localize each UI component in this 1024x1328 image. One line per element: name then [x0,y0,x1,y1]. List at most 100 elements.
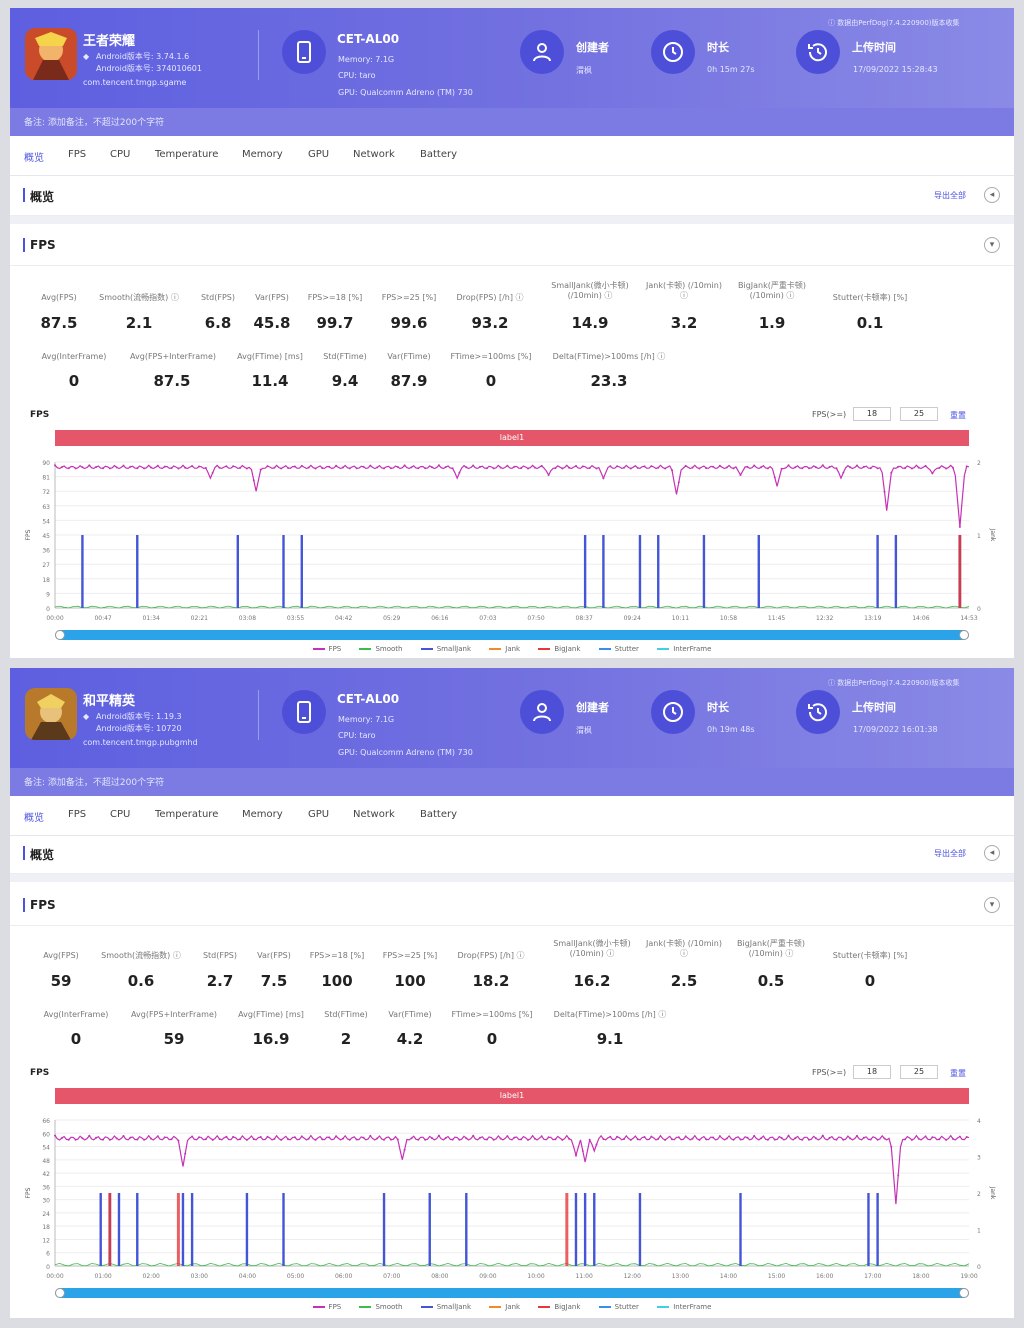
tab-memory[interactable]: Memory [242,809,283,820]
legend-item[interactable]: Stutter [598,645,639,653]
metric-label: FTime>=100ms [%] [451,1010,533,1019]
legend-item[interactable]: BigJank [538,645,580,653]
slider-handle-right[interactable] [959,1288,969,1298]
fps-point [191,465,194,467]
fps-point [184,1152,187,1155]
slider-handle-left[interactable] [55,630,65,640]
fps-point [904,467,906,470]
legend-item[interactable]: FPS [312,1303,341,1311]
fps-point [780,1137,783,1139]
tab-network[interactable]: Network [353,809,395,820]
fps-point [554,467,557,470]
y-tick-label: 72 [42,489,50,496]
export-all-link[interactable]: 导出全部 [934,191,966,200]
remark-text: 备注: 添加备注，不超过200个字符 [24,778,165,788]
fps-plot[interactable]: 66 60 54 48 42 36 30 24 18 12 6 0 4 3 2 1 0 FPS Jank 00:00 0… [10,1110,1014,1286]
tab-battery[interactable]: Battery [420,809,458,820]
legend-item[interactable]: FPS [312,645,341,653]
metric-value: 9.1 [596,1030,624,1048]
divider [10,874,1014,882]
bigjank-spike [565,1193,569,1266]
metric-label: Stutter(卡顿率) [%] [832,293,908,302]
time-range-slider[interactable] [55,630,969,640]
fps-point [156,464,159,467]
legend-item[interactable]: InterFrame [657,1303,711,1311]
x-tick-label: 02:00 [143,1273,160,1280]
tab-overview[interactable]: 概览 [24,813,44,824]
reset-link[interactable]: 重置 [950,1069,966,1078]
tab-network[interactable]: Network [353,149,395,160]
y-tick-label: 45 [42,533,50,540]
tab-cpu[interactable]: CPU [110,809,131,820]
label-bar[interactable]: label1 [55,1088,969,1104]
fps-point [801,1138,804,1141]
legend-item[interactable]: InterFrame [657,645,711,653]
legend-item[interactable]: Stutter [598,1303,639,1311]
fps-point [150,466,152,469]
reset-link[interactable]: 重置 [950,411,966,420]
smalljank-spike [236,535,239,608]
tab-fps[interactable]: FPS [68,149,87,160]
fps-point [787,1134,790,1137]
upload-value: 17/09/2022 16:01:38 [853,725,938,734]
bigjank-spike [176,1193,180,1266]
threshold-18-input[interactable]: 18 [853,1065,891,1079]
fps-point [424,1138,427,1141]
fps-point [677,1136,680,1139]
fps-point [780,467,783,470]
tab-cpu[interactable]: CPU [110,149,131,160]
fps-point [321,467,324,470]
report-panel: 王者荣耀 ◆ Android版本号: 3.74.1.6 Android版本号: … [10,8,1014,658]
fps-point [204,467,207,469]
tab-gpu[interactable]: GPU [308,809,330,820]
game-version-code: Android版本号: 374010601 [96,64,202,73]
threshold-18-input[interactable]: 18 [853,407,891,421]
legend-item[interactable]: SmallJank [420,645,471,653]
slider-handle-right[interactable] [959,630,969,640]
fps-point [917,466,920,469]
legend-item[interactable]: Jank [489,645,520,653]
label-bar[interactable]: label1 [55,430,969,446]
fps-point [300,1135,303,1138]
legend-item[interactable]: Jank [489,1303,520,1311]
tab-temperature[interactable]: Temperature [155,809,219,820]
fps-point [383,467,385,470]
legend-item[interactable]: SmallJank [420,1303,471,1311]
fps-point [74,1138,77,1141]
remark-bar[interactable]: 备注: 添加备注，不超过200个字符 [10,108,1014,136]
x-tick-label: 08:37 [576,615,593,622]
metric-label: FPS>=18 [%] [309,951,365,960]
fps-point [856,1134,858,1137]
y2-axis-label: Jank [989,528,996,542]
threshold-25-input[interactable]: 25 [900,1065,938,1079]
x-tick-label: 11:00 [576,1273,593,1280]
fps-point [664,1138,667,1141]
smalljank-spike [117,1193,121,1266]
threshold-25-input[interactable]: 25 [900,407,938,421]
tab-memory[interactable]: Memory [242,149,283,160]
legend-item[interactable]: BigJank [538,1303,580,1311]
overview-title: 概览 [30,848,55,862]
tab-fps[interactable]: FPS [68,809,87,820]
tab-overview[interactable]: 概览 [24,153,44,164]
legend-item[interactable]: Smooth [359,1303,403,1311]
export-all-link[interactable]: 导出全部 [934,849,966,858]
device-gpu: GPU: Qualcomm Adreno (TM) 730 [338,88,473,97]
chevron-down-icon[interactable]: ▾ [984,897,1000,913]
fps-point [533,1137,536,1140]
tab-gpu[interactable]: GPU [308,149,330,160]
time-range-slider[interactable] [55,1288,969,1298]
tab-battery[interactable]: Battery [420,149,458,160]
tab-temperature[interactable]: Temperature [155,149,219,160]
collapse-left-icon[interactable]: ◂ [984,845,1000,861]
fps-point [883,1137,886,1140]
fps-plot[interactable]: 90 81 72 63 54 45 36 27 18 9 0 2 1 0 FPS Jank 00:00 00:47… [10,452,1014,628]
remark-bar[interactable]: 备注: 添加备注，不超过200个字符 [10,768,1014,796]
fps-point [794,466,797,469]
x-tick-label: 01:00 [94,1273,111,1280]
slider-handle-left[interactable] [55,1288,65,1298]
game-version-code: Android版本号: 10720 [96,724,182,733]
collapse-left-icon[interactable]: ◂ [984,187,1000,203]
chevron-down-icon[interactable]: ▾ [984,237,1000,253]
legend-item[interactable]: Smooth [359,645,403,653]
